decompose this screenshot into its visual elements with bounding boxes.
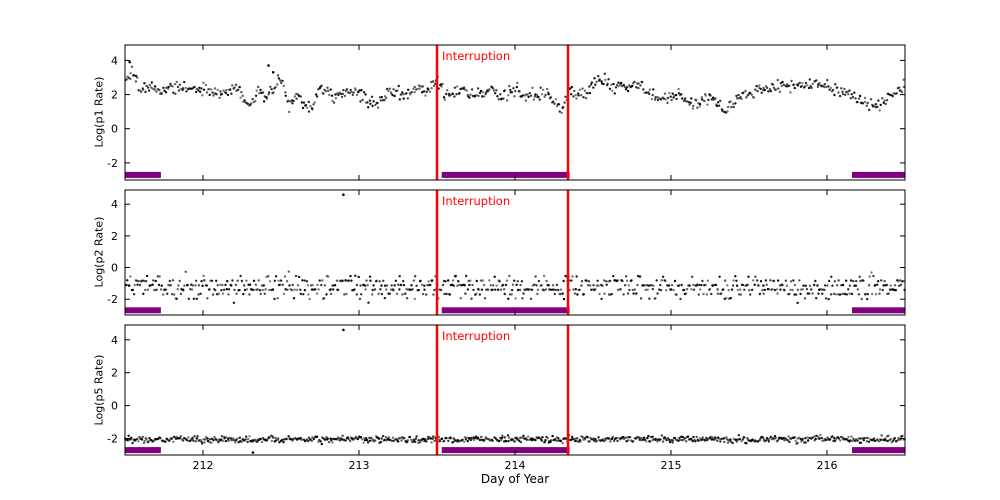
x-tick-label: 213 bbox=[349, 459, 370, 472]
x-tick-labels: 212 213 214 215 216 bbox=[193, 459, 838, 472]
coverage-bars-panel-1 bbox=[125, 307, 905, 314]
axes-panel-1: -2 0 2 4 bbox=[107, 189, 906, 316]
y-tick-label: 2 bbox=[111, 89, 118, 102]
coverage-bars-panel-2 bbox=[125, 447, 905, 454]
interruption-label-p1: Interruption bbox=[442, 49, 511, 63]
x-tick-label: 212 bbox=[193, 459, 214, 472]
x-tick-label: 214 bbox=[505, 459, 526, 472]
y-tick-label: -2 bbox=[107, 433, 118, 446]
x-tick-label: 216 bbox=[817, 459, 838, 472]
interruption-label-p5: Interruption bbox=[442, 329, 511, 343]
y-axis-label-p2: Log(p2 Rate) bbox=[92, 216, 106, 288]
scatter-points-panel-1 bbox=[124, 193, 906, 305]
interruption-lines-panel-1 bbox=[435, 190, 570, 315]
y-tick-label: 4 bbox=[111, 198, 118, 211]
interruption-lines-panel-2 bbox=[435, 325, 570, 455]
interruption-lines-panel-0 bbox=[435, 45, 570, 180]
y-tick-label: 4 bbox=[111, 54, 118, 67]
interruption-label-p2: Interruption bbox=[442, 194, 511, 208]
y-tick-label: -2 bbox=[107, 157, 118, 170]
y-tick-label: 4 bbox=[111, 334, 118, 347]
axes-panel-2: -2 0 2 4 bbox=[107, 324, 906, 456]
y-tick-label: 0 bbox=[111, 123, 118, 136]
y-axis-label-p5: Log(p5 Rate) bbox=[92, 354, 106, 426]
scatter-points-panel-2 bbox=[124, 328, 906, 454]
x-axis-label: Day of Year bbox=[480, 472, 550, 486]
scatter-points-panel-0 bbox=[124, 60, 906, 115]
coverage-bars-panel-0 bbox=[125, 171, 905, 178]
y-axis-label-p1: Log(p1 Rate) bbox=[92, 76, 106, 148]
y-tick-label: 2 bbox=[111, 230, 118, 243]
y-tick-label: 0 bbox=[111, 400, 118, 413]
y-tick-label: 2 bbox=[111, 367, 118, 380]
y-tick-label: 0 bbox=[111, 262, 118, 275]
axes-panel-0: -2 0 2 4 bbox=[107, 44, 906, 181]
x-tick-label: 215 bbox=[661, 459, 682, 472]
y-tick-label: -2 bbox=[107, 293, 118, 306]
